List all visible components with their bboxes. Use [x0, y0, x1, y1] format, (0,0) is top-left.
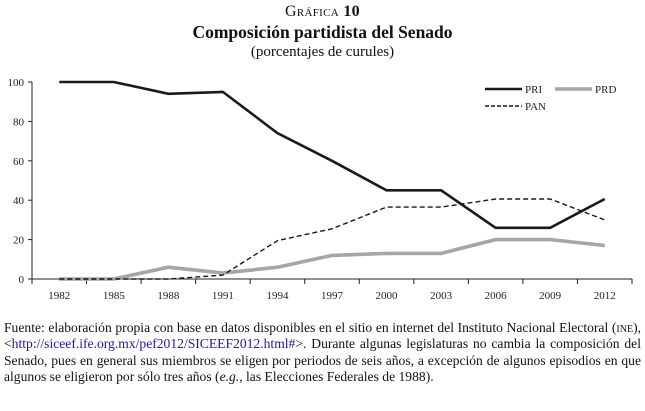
x-tick-label-2003: 2003	[430, 290, 453, 302]
x-tick-label-2012: 2012	[594, 290, 616, 302]
y-tick-label-80: 80	[13, 116, 25, 128]
axes: 0 20 40 60 80 100 1982 1985 1988 1991 1994 1997 2000…	[8, 77, 633, 302]
series-line-prd	[59, 237, 605, 281]
x-tick-label-2006: 2006	[485, 290, 508, 302]
x-tick-label-1988: 1988	[157, 290, 180, 302]
x-tick-label-2000: 2000	[376, 290, 399, 302]
x-tick-label-1982: 1982	[48, 290, 70, 302]
y-tick-label-40: 40	[13, 195, 25, 207]
y-tick-label-0: 0	[19, 274, 25, 286]
source-after-link: >. Durante algunas legislaturas no cambi…	[4, 336, 641, 384]
source-note: Fuente: elaboración propia con base en d…	[4, 320, 641, 385]
source-ine: ine	[616, 320, 634, 335]
x-tick-label-1994: 1994	[266, 290, 289, 302]
source-link[interactable]: http://siceef.ife.org.mx/pef2012/SICEEF2…	[11, 336, 296, 352]
legend-label-pri: PRI	[525, 84, 542, 96]
series-line-pri	[59, 80, 606, 230]
source-mid: ), <	[4, 320, 641, 352]
x-tick-label-2009: 2009	[539, 290, 562, 302]
figure-kicker: Gráfica 10	[0, 2, 645, 21]
source-suffix: , las Elecciones Federales de 1988).	[239, 368, 434, 384]
chart-subtitle: (porcentajes de curules)	[250, 44, 395, 60]
kicker-number: 10	[343, 3, 360, 20]
y-tick-label-60: 60	[13, 156, 25, 168]
y-tick-label-100: 100	[8, 77, 25, 89]
series-line-pan	[59, 198, 605, 280]
x-tick-label-1997: 1997	[321, 290, 344, 302]
legend-label-prd: PRD	[595, 84, 616, 96]
y-tick-label-20: 20	[13, 235, 25, 247]
kicker-word: Gráfica	[285, 3, 340, 20]
source-eg: e.g.	[219, 368, 240, 384]
x-tick-label-1991: 1991	[212, 290, 234, 302]
line-chart: 0 20 40 60 80 100 1982 1985 1988 1991 1994 1997 2000…	[8, 77, 633, 302]
chart-title-block: Gráfica 10 Composición partidista del Se…	[0, 0, 645, 61]
series-lines	[59, 80, 606, 281]
legend: PRI PRD PAN	[485, 84, 616, 113]
source-prefix: Fuente: elaboración propia con base en d…	[4, 320, 617, 335]
chart-title: Composición partidista del Senado	[192, 22, 453, 42]
legend-label-pan: PAN	[525, 101, 546, 113]
x-tick-label-1985: 1985	[103, 290, 126, 302]
